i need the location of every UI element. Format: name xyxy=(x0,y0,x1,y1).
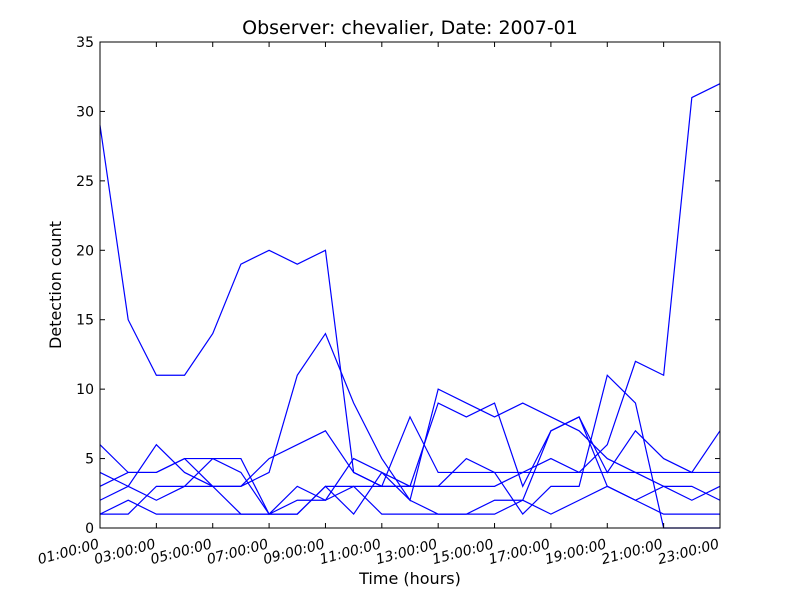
series-line-5 xyxy=(99,374,720,529)
series-line-1 xyxy=(99,125,720,488)
y-tick-label: 20 xyxy=(76,243,94,259)
axes-frame xyxy=(99,41,721,529)
y-tick-label: 15 xyxy=(76,313,94,329)
y-tick-label: 35 xyxy=(76,35,94,51)
y-tick-label: 25 xyxy=(76,174,94,190)
chart-title: Observer: chevalier, Date: 2007-01 xyxy=(242,17,578,39)
y-tick-label: 0 xyxy=(85,521,94,537)
y-tick-label: 5 xyxy=(85,452,94,468)
x-axis-title: Time (hours) xyxy=(358,569,461,588)
y-tick-label: 30 xyxy=(76,104,94,120)
y-tick-label: 10 xyxy=(76,382,94,398)
y-axis-title: Detection count xyxy=(46,221,65,349)
series-group xyxy=(99,83,721,529)
series-line-7 xyxy=(100,485,720,515)
